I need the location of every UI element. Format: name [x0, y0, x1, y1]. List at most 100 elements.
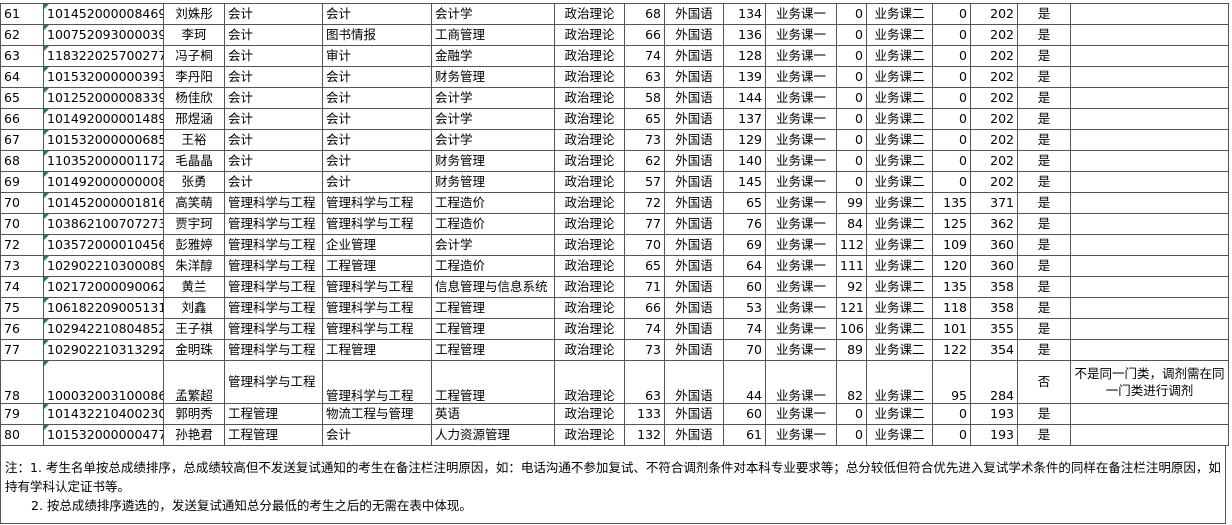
score-1: 132 [624, 424, 665, 446]
score-4: 125 [932, 213, 971, 235]
rank: 69 [0, 171, 44, 193]
subject-1: 政治理论 [554, 234, 625, 256]
subject-3: 业务课一 [765, 87, 837, 109]
score-4: 118 [932, 297, 971, 319]
selected: 是 [1017, 24, 1071, 46]
score-2: 64 [723, 255, 766, 277]
score-4: 101 [932, 318, 971, 340]
direction: 财务管理 [431, 66, 555, 88]
major: 管理科学与工程 [322, 297, 432, 319]
name: 刘鑫 [163, 297, 225, 319]
selected: 是 [1017, 171, 1071, 193]
score-4: 135 [932, 276, 971, 298]
rank: 80 [0, 424, 44, 446]
score-4: 0 [932, 87, 971, 109]
direction: 财务管理 [431, 150, 555, 172]
major: 会计 [322, 129, 432, 151]
total: 358 [970, 276, 1018, 298]
exam-id: 101532000000393 [43, 66, 164, 88]
subject-1: 政治理论 [554, 66, 625, 88]
remark [1070, 171, 1229, 193]
direction: 工程管理 [431, 339, 555, 361]
subject-1: 政治理论 [554, 45, 625, 67]
subject-1: 政治理论 [554, 213, 625, 235]
subject-1: 政治理论 [554, 360, 625, 404]
exam-id: 101492000001489 [43, 108, 164, 130]
total: 202 [970, 87, 1018, 109]
remark [1070, 339, 1229, 361]
score-3: 111 [836, 255, 867, 277]
major: 会计 [322, 424, 432, 446]
total: 358 [970, 297, 1018, 319]
direction: 信息管理与信息系统 [431, 276, 555, 298]
table-row: 69 101492000000008 张勇 会计 会计 财务管理 政治理论 57 外国语 145 业… [0, 171, 1229, 193]
rank: 78 [0, 360, 44, 404]
score-3: 112 [836, 234, 867, 256]
selected: 是 [1017, 66, 1071, 88]
total: 355 [970, 318, 1018, 340]
subject-1: 政治理论 [554, 276, 625, 298]
total: 354 [970, 339, 1018, 361]
selected: 是 [1017, 129, 1071, 151]
subject-4: 业务课二 [866, 192, 933, 214]
name: 冯子桐 [163, 45, 225, 67]
exam-id: 102902210313292 [43, 339, 164, 361]
subject-4: 业务课二 [866, 297, 933, 319]
department: 管理科学与工程 [224, 297, 323, 319]
subject-3: 业务课一 [765, 234, 837, 256]
major: 管理科学与工程 [322, 276, 432, 298]
selected: 是 [1017, 339, 1071, 361]
rank: 75 [0, 297, 44, 319]
subject-2: 外国语 [664, 87, 724, 109]
exam-id: 101452000001816 [43, 192, 164, 214]
rank: 76 [0, 318, 44, 340]
subject-1: 政治理论 [554, 150, 625, 172]
remark [1070, 276, 1229, 298]
direction: 金融学 [431, 45, 555, 67]
major: 管理科学与工程 [322, 213, 432, 235]
rank: 62 [0, 24, 44, 46]
score-1: 65 [624, 108, 665, 130]
remark [1070, 24, 1229, 46]
total: 371 [970, 192, 1018, 214]
exam-id: 102942210804852 [43, 318, 164, 340]
subject-1: 政治理论 [554, 339, 625, 361]
score-1: 58 [624, 87, 665, 109]
subject-2: 外国语 [664, 360, 724, 404]
exam-id: 118322025700277 [43, 45, 164, 67]
subject-2: 外国语 [664, 150, 724, 172]
score-1: 73 [624, 339, 665, 361]
name: 黄兰 [163, 276, 225, 298]
subject-2: 外国语 [664, 3, 724, 25]
rank: 63 [0, 45, 44, 67]
table-row: 76 102942210804852 王子祺 管理科学与工程 管理科学与工程 工程管理 政治… [0, 318, 1229, 340]
table-row: 73 102902210300089 朱洋醇 管理科学与工程 工程管理 工程造价 政治理论 6… [0, 255, 1229, 277]
subject-1: 政治理论 [554, 297, 625, 319]
direction: 英语 [431, 403, 555, 425]
table-row: 78 100032003100086 孟繁超 管理科学与工程 管理科学与工程 工程管理 政治… [0, 360, 1229, 404]
name: 张勇 [163, 171, 225, 193]
remark [1070, 3, 1229, 25]
rank: 61 [0, 3, 44, 25]
major: 工程管理 [322, 339, 432, 361]
subject-3: 业务课一 [765, 108, 837, 130]
total: 202 [970, 129, 1018, 151]
remark [1070, 45, 1229, 67]
exam-id: 102172000090062 [43, 276, 164, 298]
remark [1070, 213, 1229, 235]
table-row: 61 101452000008469 刘姝彤 会计 会计 会计学 政治理论 68 外国语 134 业… [0, 3, 1229, 25]
selected: 是 [1017, 213, 1071, 235]
rank: 64 [0, 66, 44, 88]
selected: 是 [1017, 276, 1071, 298]
subject-1: 政治理论 [554, 129, 625, 151]
score-2: 134 [723, 3, 766, 25]
remark [1070, 318, 1229, 340]
total: 360 [970, 234, 1018, 256]
major: 会计 [322, 66, 432, 88]
subject-2: 外国语 [664, 108, 724, 130]
score-4: 0 [932, 424, 971, 446]
subject-2: 外国语 [664, 45, 724, 67]
total: 284 [970, 360, 1018, 404]
score-3: 0 [836, 24, 867, 46]
